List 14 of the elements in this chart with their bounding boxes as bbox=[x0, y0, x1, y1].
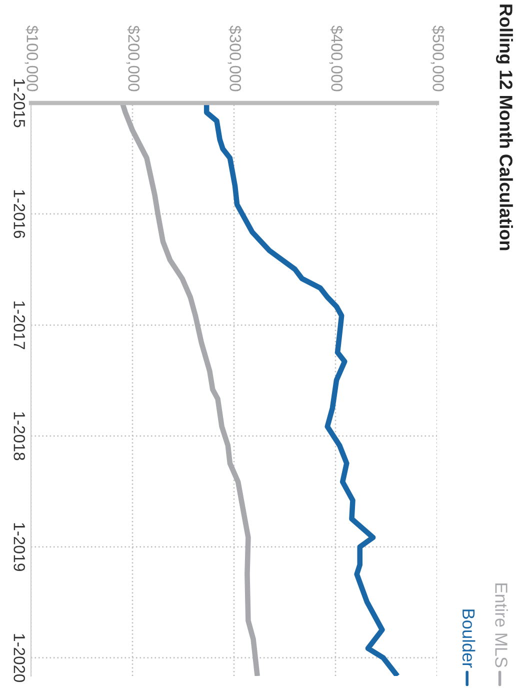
y-tick-label: 1-2016 bbox=[14, 190, 26, 238]
y-tick-label: 1-2017 bbox=[14, 301, 26, 350]
y-tick-label: 1-2018 bbox=[14, 412, 26, 460]
text: Rolling 12 Month Calculation bbox=[496, 4, 513, 250]
y-tick-label: 1-2015 bbox=[14, 79, 26, 128]
text: Entire MLS bbox=[495, 584, 508, 668]
x-tick-label: $500,000 bbox=[430, 25, 445, 92]
x-tick-label: $100,000 bbox=[24, 25, 39, 92]
text: Boulder bbox=[462, 610, 476, 668]
x-tick-label: $300,000 bbox=[228, 25, 242, 92]
y-tick-label: 1-2020 bbox=[14, 634, 26, 682]
x-tick-label: $200,000 bbox=[126, 25, 140, 92]
y-tick-label: 1-2019 bbox=[14, 523, 26, 571]
x-tick-label: $400,000 bbox=[329, 25, 344, 92]
